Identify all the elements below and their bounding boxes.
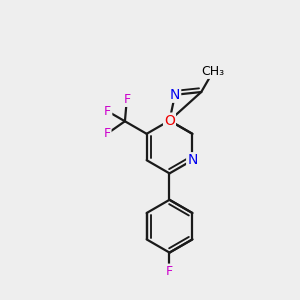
Text: O: O xyxy=(164,114,175,128)
Text: F: F xyxy=(123,93,130,106)
Text: N: N xyxy=(187,153,198,167)
Text: N: N xyxy=(170,88,180,102)
Text: F: F xyxy=(103,127,111,140)
Text: CH₃: CH₃ xyxy=(202,65,225,78)
Text: F: F xyxy=(104,105,111,118)
Text: F: F xyxy=(166,265,173,278)
